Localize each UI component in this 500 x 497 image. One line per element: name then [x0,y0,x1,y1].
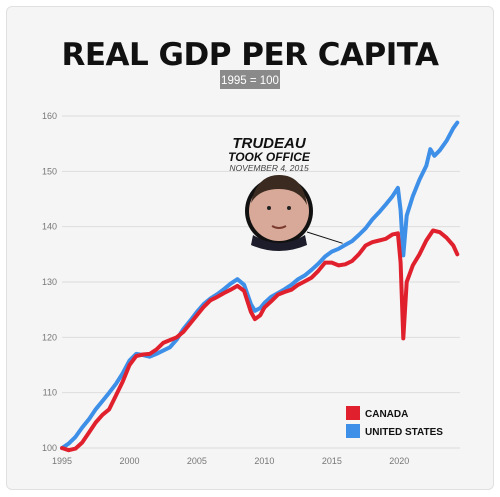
chart-svg: REAL GDP PER CAPITA 1995 = 100 100 110 120… [42,37,460,466]
x-tick-label-2020: 2020 [389,456,409,466]
series-lines [60,120,460,453]
legend-swatch-canada [346,406,360,420]
x-tick-label-2005: 2005 [187,456,207,466]
y-tick-label-160: 160 [42,111,57,121]
y-axis-ticks: 100 110 120 130 140 150 160 [42,111,57,453]
y-tick-label-150: 150 [42,166,57,176]
annotation-line3: NOVEMBER 4, 2015 [229,163,309,173]
annotation-line1: TRUDEAU [232,135,306,152]
trudeau-annotation: TRUDEAU TOOK OFFICE NOVEMBER 4, 2015 [228,135,343,251]
chart-subtitle: 1995 = 100 [221,75,279,87]
chart-title: REAL GDP PER CAPITA [61,37,439,73]
x-tick-label-2010: 2010 [254,456,274,466]
legend-label-united-states: UNITED STATES [365,427,443,438]
legend: CANADA UNITED STATES [346,406,443,438]
y-tick-label-100: 100 [42,443,57,453]
y-tick-label-130: 130 [42,277,57,287]
y-tick-label-110: 110 [43,388,57,398]
y-tick-label-140: 140 [42,222,57,232]
series-line-canada [60,228,460,453]
annotation-line2: TOOK OFFICE [228,150,311,164]
portrait-icon [245,175,313,251]
chart-card: REAL GDP PER CAPITA 1995 = 100 100 110 120… [6,6,494,490]
legend-label-canada: CANADA [365,409,408,420]
y-tick-label-120: 120 [42,332,57,342]
legend-swatch-united-states [346,424,360,438]
subtitle-badge [220,70,280,89]
x-tick-label-2015: 2015 [322,456,342,466]
annotation-pointer [306,231,343,244]
x-tick-label-2000: 2000 [119,456,139,466]
x-tick-label-1995: 1995 [52,456,72,466]
x-axis-ticks: 1995 2000 2005 2010 2015 2020 [52,456,409,466]
